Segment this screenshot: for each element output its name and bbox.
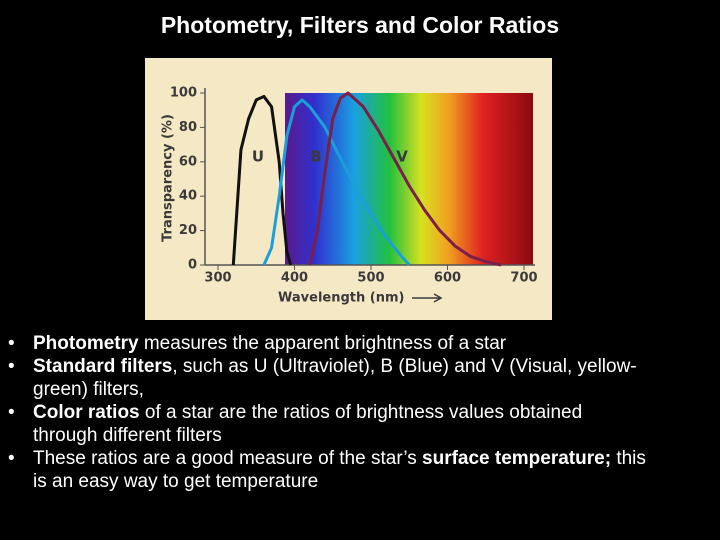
chart: Transparency (%) Wavelength (nm) 0 20 40 60… <box>145 58 552 320</box>
x-tick-label: 700 <box>510 271 537 286</box>
bullet: These ratios are a good measure of the s… <box>8 447 648 493</box>
series-label: V <box>396 148 408 166</box>
slide-title: Photometry, Filters and Color Ratios <box>160 12 560 38</box>
bullet-text: surface temperature; <box>422 448 612 469</box>
y-tick-label: 100 <box>170 86 197 101</box>
bullet-text: of a star are the ratios of brightness v… <box>33 402 583 446</box>
bullet-text: Standard filters <box>33 356 173 377</box>
y-tick-label: 0 <box>188 258 197 273</box>
bullet: Color ratios of a star are the ratios of… <box>8 401 648 447</box>
series-label: B <box>310 148 321 166</box>
x-tick-label: 400 <box>281 271 308 286</box>
y-tick-label: 60 <box>179 154 197 169</box>
spectrum <box>285 93 533 265</box>
x-axis-label: Wavelength (nm) <box>278 291 404 306</box>
bullet-text: Color ratios <box>33 402 140 423</box>
y-axis-label: Transparency (%) <box>161 114 176 242</box>
x-tick-label: 300 <box>204 271 231 286</box>
y-tick-label: 20 <box>179 223 197 238</box>
y-tick-label: 40 <box>179 189 197 204</box>
x-tick-label: 600 <box>434 271 461 286</box>
series-label: U <box>252 148 264 166</box>
bullet-text: These ratios are a good measure of the s… <box>33 448 423 469</box>
curve <box>231 94 293 266</box>
curve <box>262 98 411 266</box>
y-tick-label: 80 <box>179 120 197 135</box>
bullet-text: , such as U (Ultraviolet), B (Blue) and … <box>33 356 637 400</box>
bullet-text: Photometry <box>33 333 139 354</box>
curve <box>308 91 502 267</box>
bullet-text: this is an easy way to get temperature <box>33 448 646 492</box>
bullet: Standard filters, such as U (Ultraviolet… <box>8 355 648 401</box>
bullet-list: Photometry measures the apparent brightn… <box>8 332 648 493</box>
bullet: Photometry measures the apparent brightn… <box>8 332 648 355</box>
x-tick-label: 500 <box>357 271 384 286</box>
x-arrow <box>412 293 443 303</box>
bullet-text: measures the apparent brightness of a st… <box>138 333 507 354</box>
